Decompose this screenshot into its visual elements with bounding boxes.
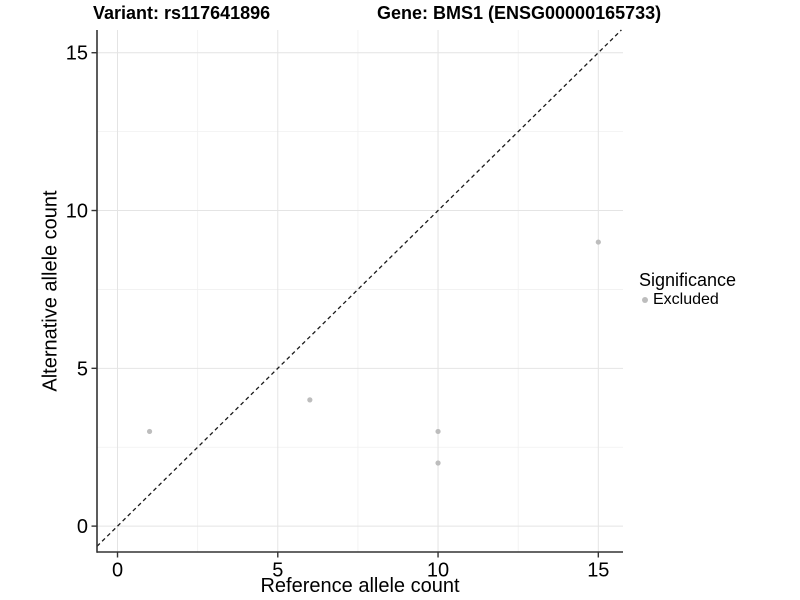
data-point [595,239,601,245]
x-tick-label: 15 [587,560,609,582]
y-tick-label: 10 [66,201,88,223]
y-tick-label: 5 [77,358,88,380]
x-axis-title: Reference allele count [260,575,460,597]
legend: Significance Excluded [639,270,736,309]
legend-point-icon [642,297,648,303]
legend-item-label: Excluded [653,291,719,308]
plot-title-variant: Variant: rs117641896 [93,3,271,23]
x-tick-label: 0 [112,560,123,582]
y-axis-title: Alternative allele count [39,190,62,392]
identity-line [96,29,622,547]
data-point [146,428,153,435]
x-tick-label: 10 [427,560,449,582]
plot-title-gene: Gene: BMS1 (ENSG00000165733) [377,3,662,23]
legend-title: Significance [639,270,737,290]
data-point [307,397,313,403]
y-tick-label: 0 [77,516,88,538]
legend-item-excluded: Excluded [639,291,736,309]
y-tick-label: 15 [66,43,88,65]
x-tick-label: 5 [272,560,283,582]
data-point [435,460,441,466]
data-point [435,428,441,435]
